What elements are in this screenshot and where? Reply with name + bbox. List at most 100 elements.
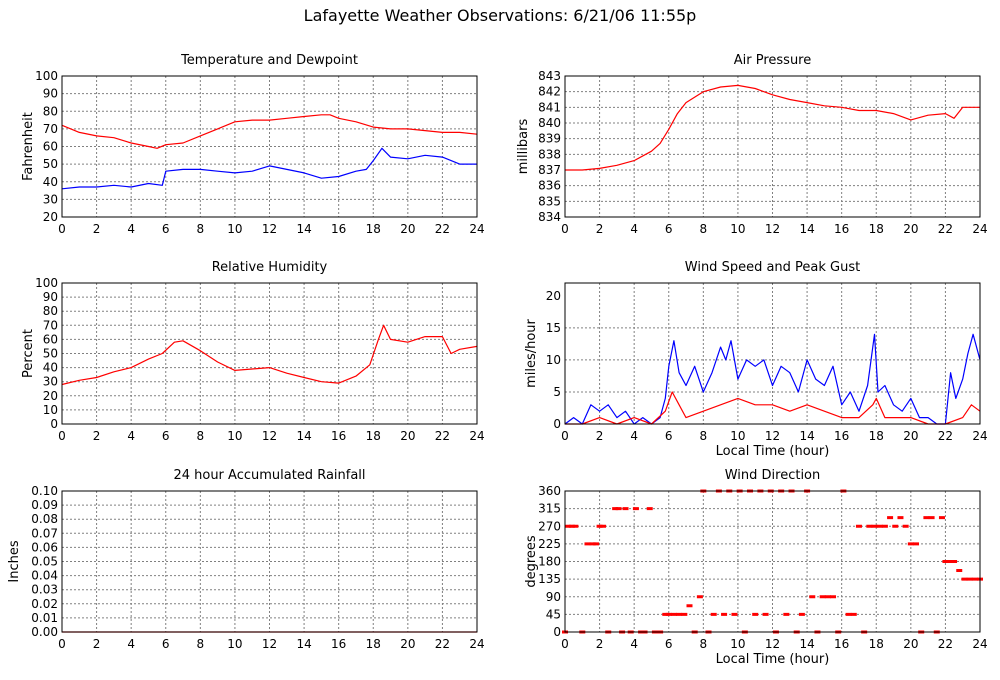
humidity-xtick-label: 10 [227,429,242,443]
humidity-xtick-label: 2 [93,429,101,443]
temp-xtick-label: 10 [227,222,242,236]
winddir-ytick-label: 270 [538,519,561,533]
winddir-xtick-label: 6 [665,637,673,651]
wind-xtick-label: 0 [561,429,569,443]
winddir-xtick-label: 18 [869,637,884,651]
temp-ytick-label: 80 [43,104,58,118]
humidity-plot-frame [61,282,478,425]
pressure-xtick-label: 14 [799,222,814,236]
winddir-point [942,560,949,563]
humidity-xtick-label: 14 [296,429,311,443]
wind-series-line-0 [564,333,981,425]
temp-ytick-label: 30 [43,192,58,206]
pressure-ytick-label: 841 [538,100,561,114]
winddir-ytick-label: 180 [538,555,561,569]
rain-xtick-label: 16 [331,637,346,651]
winddir-ytick-label: 45 [546,607,561,621]
winddir-point [956,569,963,573]
pressure-ytick-label: 843 [538,69,561,83]
winddir-point [907,542,914,546]
winddir-point [819,595,826,599]
winddir-point [830,595,837,599]
winddir-point [928,516,935,520]
wind-xtick-label: 2 [596,429,604,443]
temp-series-line-0 [61,114,478,149]
page-title: Lafayette Weather Observations: 6/21/06 … [303,6,697,25]
rain-xtick-label: 24 [469,637,484,651]
pressure-xtick-label: 8 [700,222,708,236]
winddir-point [615,507,622,511]
temp-xtick-label: 0 [58,222,66,236]
pressure-ytick-label: 834 [538,210,561,224]
pressure-ytick-label: 837 [538,163,561,177]
humidity-ytick-label: 50 [43,347,58,361]
wind-ytick-label: 15 [546,321,561,335]
temp-xtick-label: 8 [197,222,205,236]
winddir-point [871,524,878,528]
winddir-ytick-label: 90 [546,590,561,604]
humidity-ytick-label: 60 [43,332,58,346]
wind-xtick-label: 20 [903,429,918,443]
winddir-point [612,507,619,511]
humidity-xtick-label: 8 [197,429,205,443]
pressure-title: Air Pressure [734,53,812,68]
rain-plot-frame [61,490,478,633]
humidity-ytick-label: 70 [43,318,58,332]
rain-xtick-label: 0 [58,637,66,651]
temp-title: Temperature and Dewpoint [180,53,358,68]
rain-xtick-label: 22 [435,637,450,651]
winddir-point [662,612,669,616]
winddir-point [584,542,591,546]
pressure-plot-frame [564,75,981,218]
rain-xtick-label: 14 [296,637,311,651]
winddir-point [696,595,703,599]
rain-ytick-label: 0.03 [31,583,58,597]
humidity-ytick-label: 90 [43,290,58,304]
winddir-point [670,612,677,616]
winddir-point [622,507,629,511]
winddir-point [913,542,920,546]
winddir-point [681,612,688,616]
humidity-xtick-label: 20 [400,429,415,443]
winddir-point [824,595,831,599]
temp-plot-frame [61,75,478,218]
pressure-xtick-label: 6 [665,222,673,236]
winddir-point [845,612,852,616]
rain-ytick-label: 0.04 [31,569,58,583]
winddir-point [798,612,805,616]
winddir-xtick-label: 12 [765,637,780,651]
winddir-xtick-label: 22 [938,637,953,651]
rain-xtick-label: 2 [93,637,101,651]
winddir-point [572,524,579,528]
winddir-point [665,612,672,616]
humidity-xtick-label: 0 [58,429,66,443]
winddir-point [951,560,958,563]
temp-xtick-label: 12 [262,222,277,236]
winddir-point [866,524,873,528]
winddir-point [809,595,816,599]
temp-xtick-label: 16 [331,222,346,236]
pressure-ytick-label: 840 [538,116,561,130]
winddir-point [762,612,769,616]
winddir-point [966,577,973,581]
pressure-ytick-label: 842 [538,85,561,99]
wind-ytick-label: 0 [553,417,561,431]
wind-xtick-label: 8 [700,429,708,443]
temp-xtick-label: 4 [127,222,135,236]
humidity-title: Relative Humidity [212,260,328,275]
winddir-point [887,516,894,520]
humidity-ylabel: Percent [21,329,36,378]
wind-xtick-label: 6 [665,429,673,443]
rain-xtick-label: 4 [127,637,135,651]
winddir-point [710,612,717,616]
wind-ytick-label: 5 [553,385,561,399]
winddir-xtick-label: 2 [596,637,604,651]
winddir-xtick-label: 10 [730,637,745,651]
winddir-xtick-label: 24 [972,637,987,651]
temp-ytick-label: 40 [43,175,58,189]
wind-xtick-label: 12 [765,429,780,443]
pressure-xtick-label: 0 [561,222,569,236]
winddir-point [971,577,978,581]
wind-ytick-label: 20 [546,289,561,303]
